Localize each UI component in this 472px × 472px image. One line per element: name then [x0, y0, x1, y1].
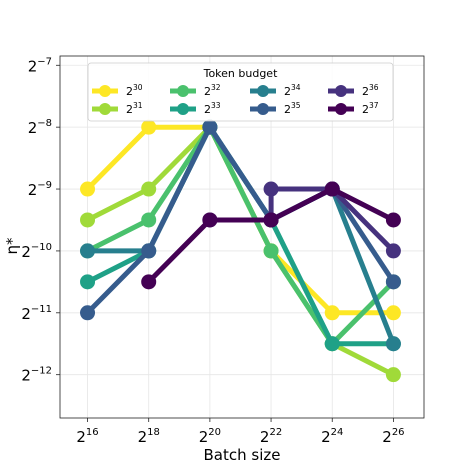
data-point [80, 243, 96, 259]
y-axis-label: η* [3, 237, 21, 255]
legend: Token budget 230 231 232 233 234 235 236 237 [87, 62, 394, 122]
legend-label: 234 [284, 83, 301, 98]
y-tick-label: 2−10 [21, 242, 52, 261]
legend-entry: 231 [92, 101, 143, 116]
data-point [385, 274, 401, 290]
data-point [80, 305, 96, 321]
x-axis-label: Batch size [204, 446, 281, 464]
legend-label: 230 [126, 83, 143, 98]
x-tick-label: 218 [138, 427, 160, 446]
legend-entry: 234 [250, 83, 301, 98]
legend-entry: 233 [170, 101, 221, 116]
data-point [385, 212, 401, 228]
data-point [80, 274, 96, 290]
legend-marker [99, 85, 111, 97]
legend-marker [177, 103, 189, 115]
legend-marker [99, 103, 111, 115]
data-point [141, 119, 157, 135]
data-point [80, 212, 96, 228]
y-ticks: 2−12 2−11 2−10 2−9 2−8 2−7 [21, 56, 60, 385]
data-point [141, 243, 157, 259]
x-ticks: 216 218 220 222 224 226 [76, 418, 405, 446]
series-layer [80, 119, 401, 383]
data-point [141, 274, 157, 290]
legend-label: 237 [362, 101, 379, 116]
legend-box [87, 62, 394, 122]
data-point [141, 212, 157, 228]
data-point [263, 212, 279, 228]
legend-label: 236 [362, 83, 379, 98]
data-point [202, 119, 218, 135]
legend-marker [257, 85, 269, 97]
x-tick-label: 220 [199, 427, 221, 446]
x-tick-label: 226 [382, 427, 404, 446]
legend-entry: 236 [328, 83, 379, 98]
data-point [80, 181, 96, 197]
x-tick-label: 222 [260, 427, 282, 446]
x-tick-label: 224 [321, 427, 343, 446]
legend-marker [257, 103, 269, 115]
data-point [385, 243, 401, 259]
data-point [202, 212, 218, 228]
legend-label: 231 [126, 101, 143, 116]
legend-marker [335, 85, 347, 97]
legend-title: Token budget [203, 67, 278, 80]
series-2-37 [141, 181, 401, 290]
legend-entry: 235 [250, 101, 301, 116]
legend-entry: 237 [328, 101, 379, 116]
legend-marker [335, 103, 347, 115]
data-point [324, 305, 340, 321]
data-point [263, 181, 279, 197]
y-tick-label: 2−12 [21, 366, 52, 385]
legend-label: 233 [204, 101, 221, 116]
data-point [324, 336, 340, 352]
data-point [385, 336, 401, 352]
legend-entry: 230 [92, 83, 143, 98]
y-tick-label: 2−7 [28, 56, 52, 75]
legend-label: 235 [284, 101, 301, 116]
plot-frame [59, 55, 425, 419]
series-line [86, 124, 396, 347]
data-point [141, 181, 157, 197]
x-tick-label: 216 [76, 427, 98, 446]
legend-marker [177, 85, 189, 97]
legend-label: 232 [204, 83, 221, 98]
data-point [263, 243, 279, 259]
y-tick-label: 2−8 [28, 118, 52, 137]
data-point [385, 367, 401, 383]
series-line [85, 124, 396, 315]
legend-entry: 232 [170, 83, 221, 98]
y-tick-label: 2−11 [21, 304, 52, 323]
y-tick-label: 2−9 [28, 180, 52, 199]
data-point [324, 181, 340, 197]
data-point [385, 305, 401, 321]
